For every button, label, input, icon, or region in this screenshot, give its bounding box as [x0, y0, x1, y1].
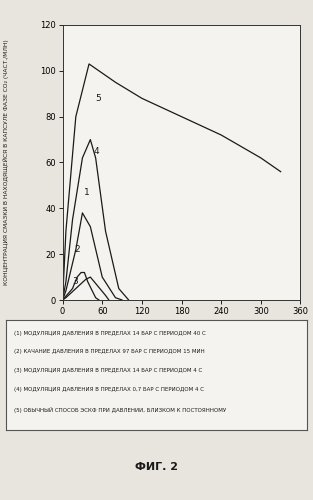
Text: 3: 3 — [72, 277, 78, 286]
Text: ФИГ. 2: ФИГ. 2 — [135, 462, 178, 472]
Text: (3) МОДУЛЯЦИЯ ДАВЛЕНИЯ В ПРЕДЕЛАХ 14 БАР С ПЕРИОДОМ 4 С: (3) МОДУЛЯЦИЯ ДАВЛЕНИЯ В ПРЕДЕЛАХ 14 БАР… — [14, 368, 202, 373]
Text: (2) КАЧАНИЕ ДАВЛЕНИЯ В ПРЕДЕЛАХ 97 БАР С ПЕРИОДОМ 15 МИН: (2) КАЧАНИЕ ДАВЛЕНИЯ В ПРЕДЕЛАХ 97 БАР С… — [14, 350, 204, 354]
Text: (1) МОДУЛЯЦИЯ ДАВЛЕНИЯ В ПРЕДЕЛАХ 14 БАР С ПЕРИОДОМ 40 С: (1) МОДУЛЯЦИЯ ДАВЛЕНИЯ В ПРЕДЕЛАХ 14 БАР… — [14, 330, 206, 336]
Text: 4: 4 — [94, 146, 99, 156]
Text: (4) МОДУЛЯЦИЯ ДАВЛЕНИЯ В ПРЕДЕЛАХ 0,7 БАР С ПЕРИОДОМ 4 С: (4) МОДУЛЯЦИЯ ДАВЛЕНИЯ В ПРЕДЕЛАХ 0,7 БА… — [14, 387, 204, 392]
Text: КОНЦЕНТРАЦИЯ СМАЗКИ В НАХОДЯЩЕЙСЯ В КАПСУЛЕ ФАЗЕ CO₂ (ЧАСТ./МЛН): КОНЦЕНТРАЦИЯ СМАЗКИ В НАХОДЯЩЕЙСЯ В КАПС… — [3, 40, 9, 286]
Text: 1: 1 — [84, 188, 90, 197]
X-axis label: ВРЕМЯ (МИН): ВРЕМЯ (МИН) — [146, 320, 217, 329]
Text: (5) ОБЫЧНЫЙ СПОСОБ ЭСКФ ПРИ ДАВЛЕНИИ, БЛИЗКОМ К ПОСТОЯННОМУ: (5) ОБЫЧНЫЙ СПОСОБ ЭСКФ ПРИ ДАВЛЕНИИ, БЛ… — [14, 407, 226, 413]
Text: 2: 2 — [74, 245, 80, 254]
Text: 5: 5 — [96, 94, 101, 103]
